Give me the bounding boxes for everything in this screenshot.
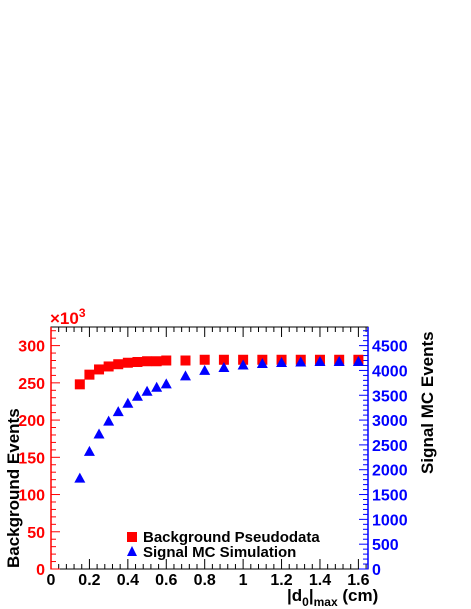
y-right-tick-label: 4000 [372,363,408,380]
background-point [74,379,85,390]
y-left-tick-label: 300 [18,339,45,356]
x-tick-label: 0.8 [194,572,216,589]
signal-point [199,364,211,375]
x-tick-label: 0.4 [117,572,139,589]
y-left-axis-title: Background Events [4,408,23,568]
signal-point [151,381,163,392]
y-left-multiplier-base: ×10 [50,309,79,328]
signal-point [160,378,172,389]
x-axis-title-sub1: max [314,595,338,609]
signal-point [179,370,191,381]
signal-point [74,472,86,483]
x-tick-label: 1.4 [309,572,331,589]
x-axis-title: |d0|max (cm) [287,586,378,609]
y-left-tick-label: 250 [18,376,45,393]
background-point [122,357,133,368]
x-tick-label: 1.6 [347,572,369,589]
background-point [218,354,229,365]
background-point [103,361,114,372]
y-left-tick-label: 150 [18,450,45,467]
signal-point [93,428,105,439]
y-right-tick-label: 3000 [372,413,408,430]
x-tick-label: 1.2 [270,572,292,589]
signal-point [103,415,115,426]
legend: Background Pseudodata Signal MC Simulati… [127,529,320,561]
signal-point [352,355,364,366]
y-right-tick-label: 2500 [372,438,408,455]
background-point [199,354,210,365]
y-left-tick-label: 0 [36,562,45,579]
signal-point [256,357,268,368]
signal-point [276,356,288,367]
background-point [94,364,105,375]
legend-label-signal: Signal MC Simulation [143,544,296,561]
y-left-tick-label: 50 [27,525,45,542]
y-right-tick-label: 4500 [372,339,408,356]
y-left-tick-label: 100 [18,488,45,505]
x-tick-label: 0 [47,572,56,589]
y-right-tick-label: 1000 [372,512,408,529]
x-axis-title-unit: (cm) [338,586,379,605]
signal-point [314,355,326,366]
background-point [142,356,153,367]
y-right-tick-label: 500 [372,537,399,554]
signal-point [112,406,124,417]
background-point [132,356,143,367]
y-right-tick-label: 0 [372,562,381,579]
signal-point [131,390,143,401]
background-point [151,356,162,367]
y-right-tick-label: 3500 [372,388,408,405]
axes-layer: 0 0.2 0.4 0.6 0.8 1 1.2 1.4 1.605010015020025030… [18,327,408,589]
legend-marker-background [127,532,137,542]
y-left-tick-label: 200 [18,413,45,430]
y-left-multiplier: ×103 [50,306,86,328]
x-axis-title-bar: | [309,586,314,605]
signal-point [333,355,345,366]
y-right-tick-label: 2000 [372,463,408,480]
signal-point [122,397,134,408]
signal-point [141,385,153,396]
x-axis-title-sub0: 0 [302,595,309,609]
background-point [84,369,95,380]
x-axis-title-main: |d [287,586,302,605]
x-tick-label: 0.6 [155,572,177,589]
background-point [180,355,191,366]
y-left-multiplier-exp: 3 [79,306,86,320]
marks-layer [74,354,364,483]
x-tick-label: 1 [239,572,248,589]
x-tick-label: 0.2 [78,572,100,589]
signal-point [295,356,307,367]
background-point [161,355,172,366]
y-right-axis-title: Signal MC Events [418,331,437,474]
signal-point [237,359,249,370]
legend-marker-signal [127,546,137,556]
signal-point [218,361,230,372]
signal-point [83,445,95,456]
background-point [113,359,124,370]
y-right-tick-label: 1500 [372,488,408,505]
legend-label-background: Background Pseudodata [143,529,320,546]
